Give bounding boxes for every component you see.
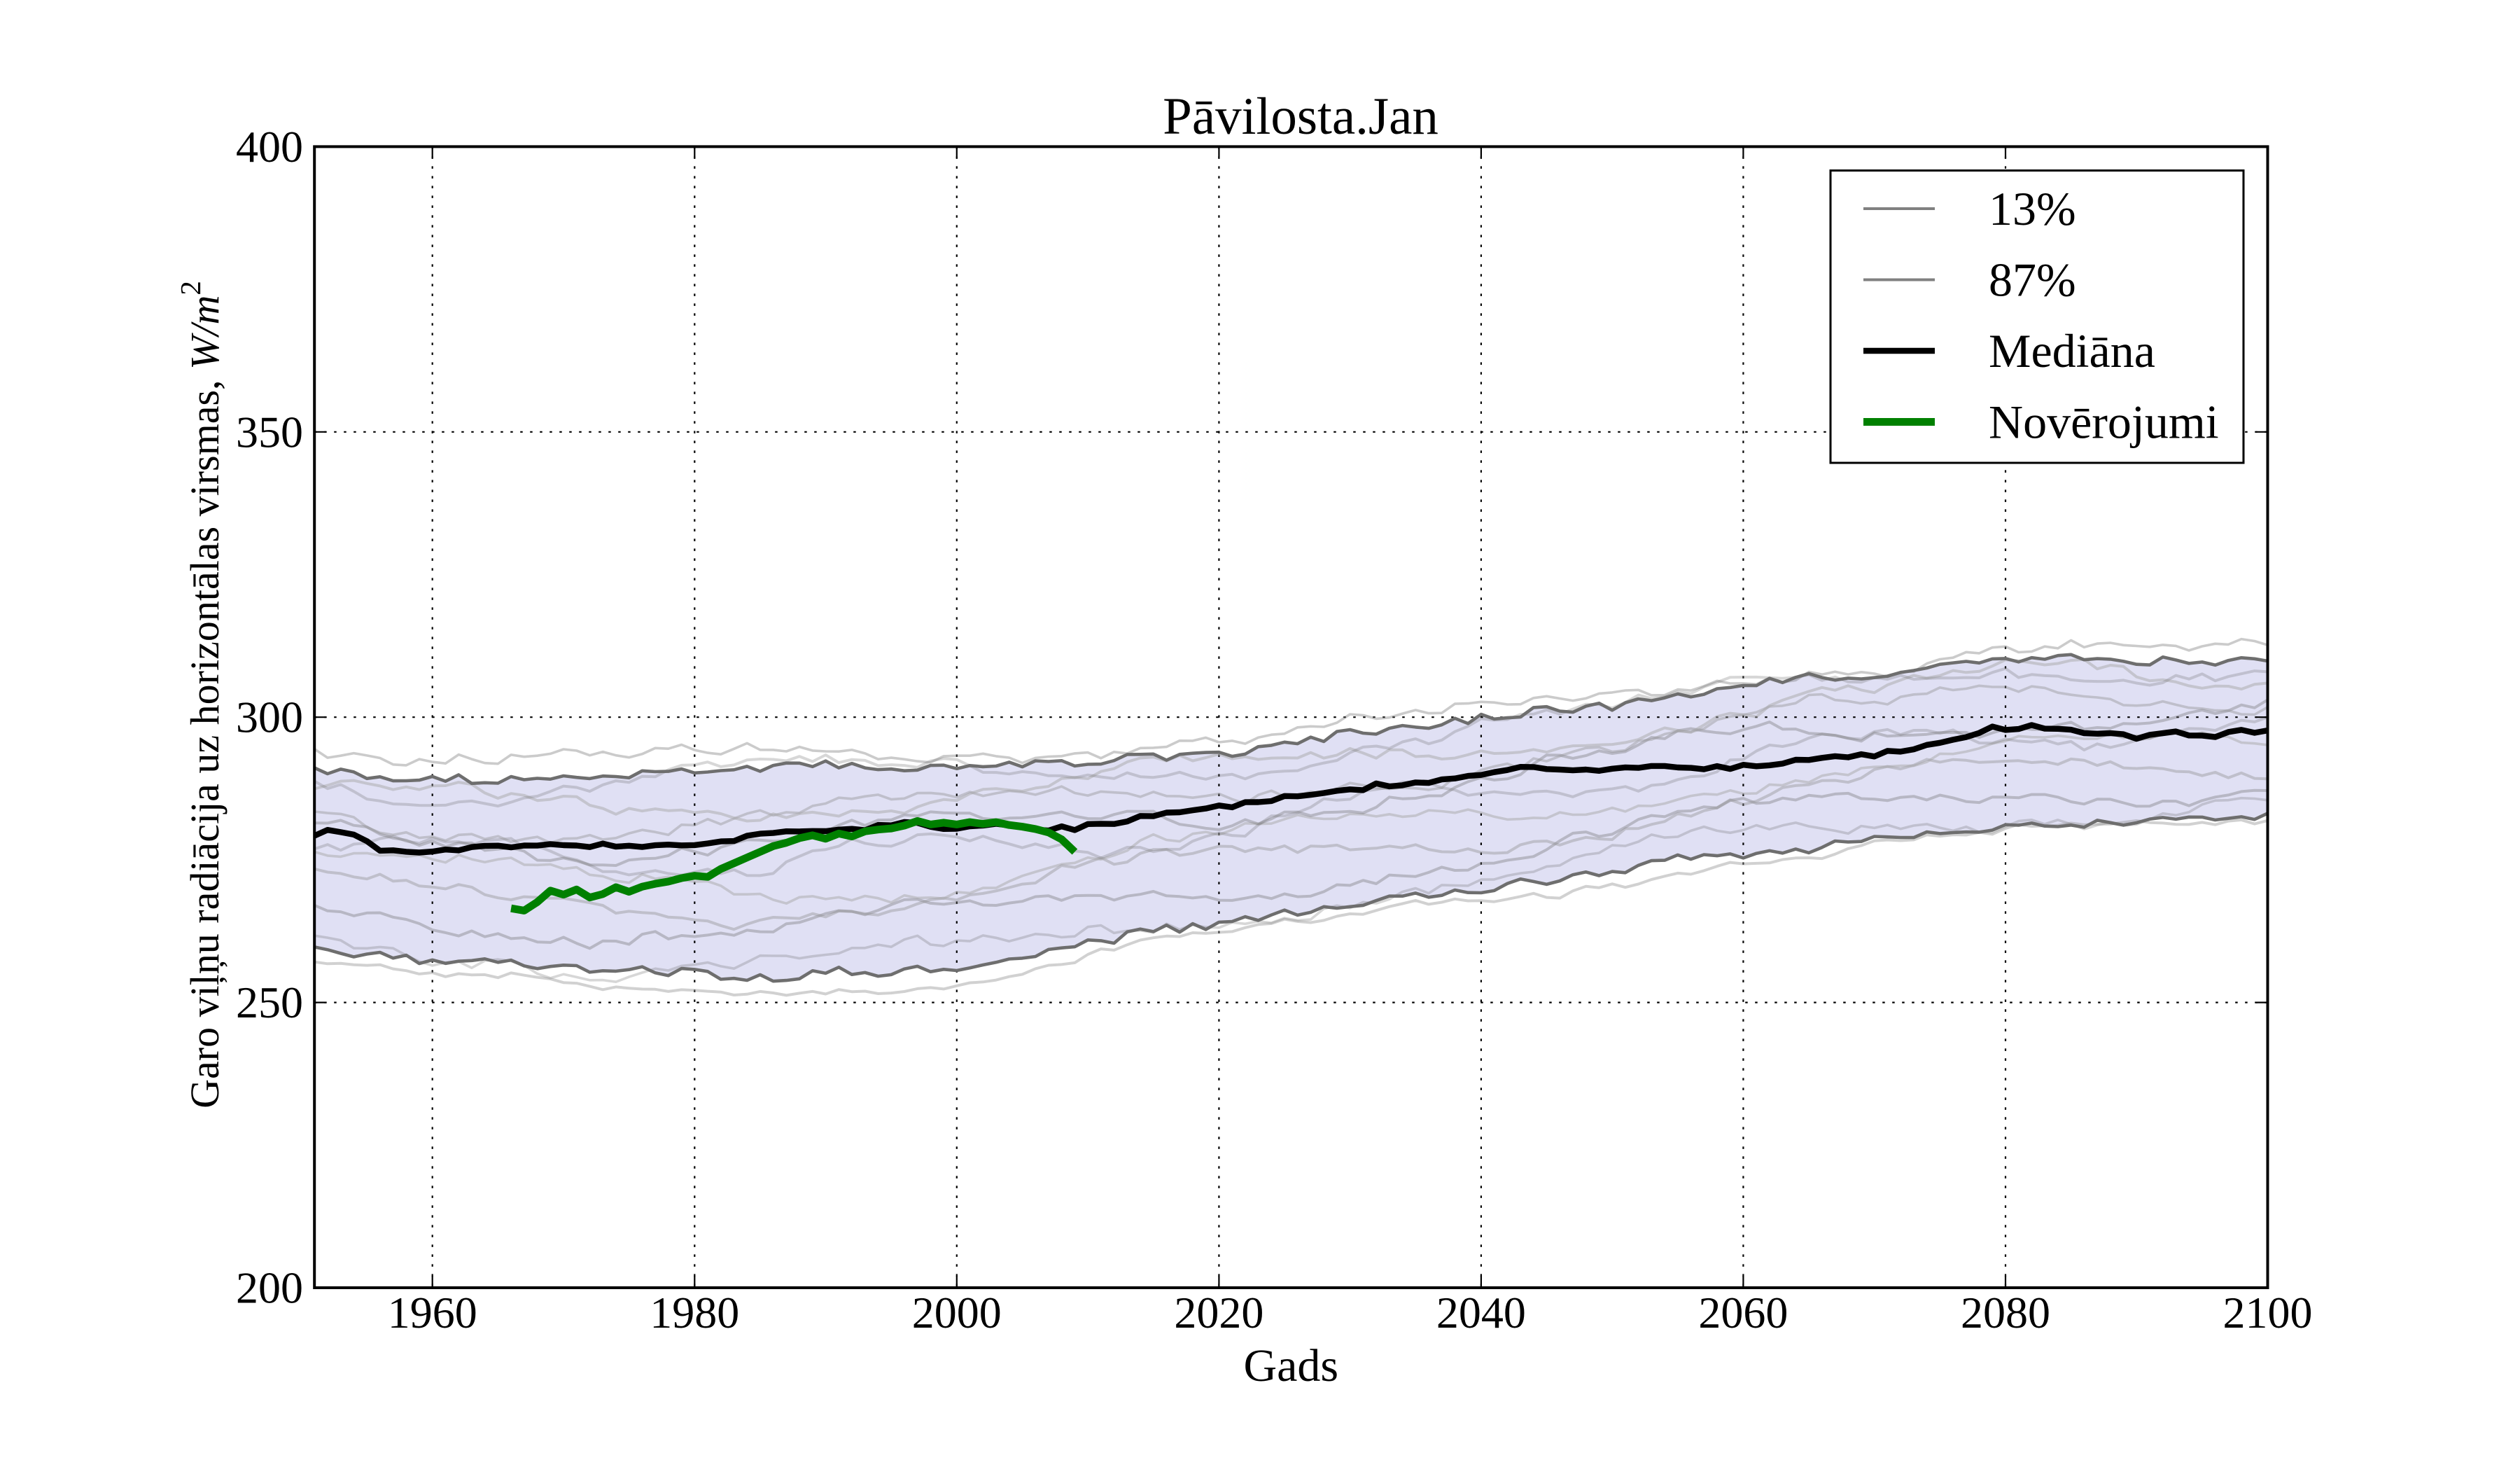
svg-text:250: 250 bbox=[236, 978, 303, 1027]
svg-text:Mediāna: Mediāna bbox=[1989, 324, 2155, 377]
svg-text:2100: 2100 bbox=[2223, 1288, 2313, 1337]
svg-text:400: 400 bbox=[236, 122, 303, 172]
svg-text:2000: 2000 bbox=[912, 1288, 1002, 1337]
svg-text:87%: 87% bbox=[1989, 253, 2076, 307]
svg-text:200: 200 bbox=[236, 1263, 303, 1313]
svg-text:13%: 13% bbox=[1989, 182, 2076, 235]
svg-text:Pāvilosta.Jan: Pāvilosta.Jan bbox=[1163, 88, 1438, 146]
svg-text:2040: 2040 bbox=[1436, 1288, 1526, 1337]
svg-text:Novērojumi: Novērojumi bbox=[1989, 396, 2219, 449]
svg-text:1960: 1960 bbox=[388, 1288, 477, 1337]
svg-text:2080: 2080 bbox=[1961, 1288, 2050, 1337]
svg-text:2060: 2060 bbox=[1698, 1288, 1788, 1337]
svg-text:Gads: Gads bbox=[1243, 1340, 1338, 1391]
svg-text:2020: 2020 bbox=[1174, 1288, 1264, 1337]
svg-text:350: 350 bbox=[236, 407, 303, 457]
svg-text:Garo viļņu radiācija uz horizo: Garo viļņu radiācija uz horizontālas vir… bbox=[174, 281, 227, 1108]
svg-text:1980: 1980 bbox=[650, 1288, 739, 1337]
svg-text:300: 300 bbox=[236, 693, 303, 742]
